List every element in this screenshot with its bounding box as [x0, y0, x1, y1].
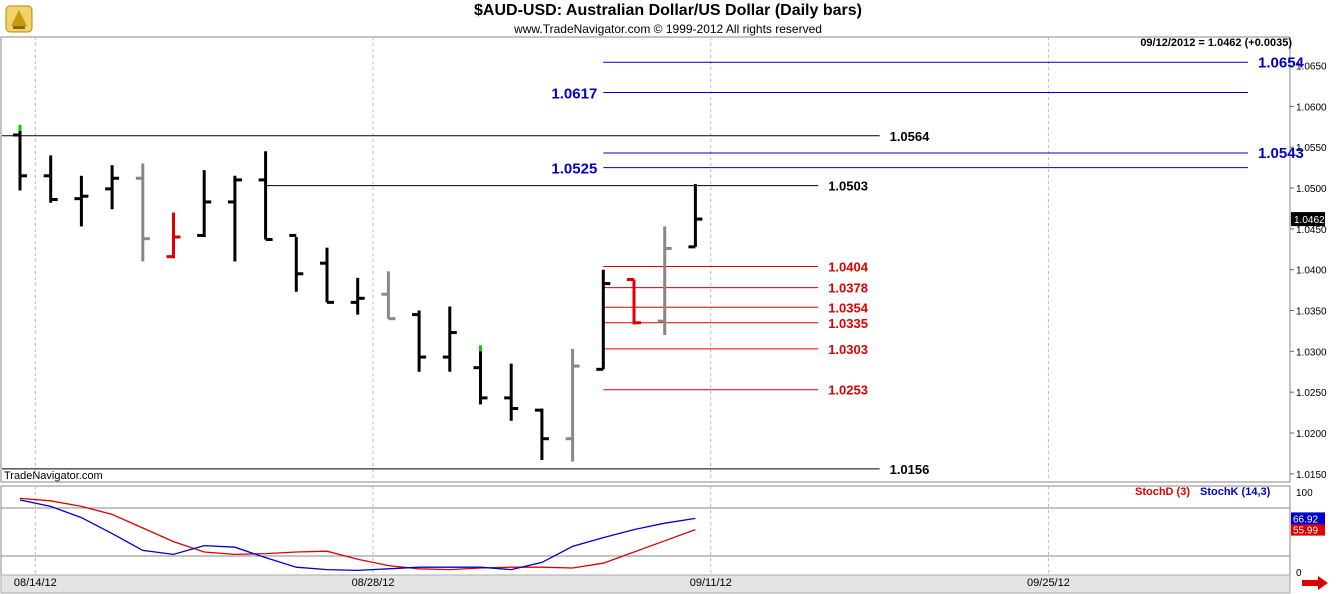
ohlc-bar — [320, 247, 334, 304]
level-label-1.0378: 1.0378 — [828, 281, 868, 296]
price-axis: 1.0650 1.0600 1.0550 1.0500 1.0450 1.0400 1.03… — [1290, 62, 1327, 481]
date-tick-label: 08/14/12 — [14, 577, 57, 589]
stoch-value-marker-1 — [1291, 512, 1325, 525]
level-label-1.0617: 1.0617 — [551, 86, 597, 103]
ohlc-bar — [227, 175, 242, 262]
stoch-value-label-1: 66.92 — [1293, 514, 1318, 525]
ohlc-bars — [13, 124, 703, 462]
stoch-tick-label: 0 — [1296, 568, 1302, 579]
level-label-1.0303: 1.0303 — [828, 342, 868, 357]
stoch-value-marker-0 — [1291, 523, 1325, 536]
stoch-panel-frame — [0, 485, 1291, 576]
price-tick-label: 1.0200 — [1296, 429, 1327, 440]
ohlc-bar — [381, 271, 396, 321]
panel-frames — [0, 36, 1291, 594]
date-axis: 08/14/12 08/28/12 09/11/12 09/25/12 — [14, 577, 1070, 589]
level-label-1.0543: 1.0543 — [1258, 145, 1304, 162]
ohlc-bar — [350, 277, 365, 315]
watermark: TradeNavigator.com — [4, 470, 103, 482]
price-tick-label: 1.0550 — [1296, 143, 1327, 154]
legend-stoch-d: StochD (3) — [1135, 486, 1190, 498]
price-tick-label: 1.0300 — [1296, 347, 1327, 358]
level-label-1.0335: 1.0335 — [828, 316, 868, 331]
date-tick-label: 08/28/12 — [352, 577, 395, 589]
current-price-marker — [1291, 212, 1325, 227]
price-readout: 09/12/2012 = 1.0462 (+0.0035) — [1140, 37, 1292, 49]
price-panel-frame — [0, 36, 1291, 483]
ohlc-bar — [657, 226, 672, 336]
ohlc-bar — [504, 363, 519, 421]
ohlc-bar — [442, 306, 457, 372]
ohlc-bar — [135, 163, 150, 262]
price-tick-label: 1.0450 — [1296, 225, 1327, 236]
scroll-right-arrow-icon[interactable] — [1300, 576, 1330, 590]
ohlc-bar — [13, 124, 27, 191]
vertical-grid — [34, 37, 1049, 575]
chart-copyright: www.TradeNavigator.com © 1999-2012 All r… — [514, 22, 822, 36]
chart-title: $AUD-USD: Australian Dollar/US Dollar (D… — [474, 2, 862, 19]
price-tick-label: 1.0400 — [1296, 266, 1327, 277]
ohlc-bar — [197, 170, 212, 238]
ohlc-bar — [412, 310, 427, 372]
ohlc-bar — [105, 165, 120, 210]
ohlc-bar — [258, 151, 273, 241]
level-label-1.0404: 1.0404 — [828, 259, 869, 274]
date-tick-label: 09/25/12 — [1027, 577, 1070, 589]
ohlc-bar — [43, 155, 58, 203]
current-price-label: 1.0462 — [1294, 215, 1325, 226]
ohlc-bar — [473, 345, 488, 405]
level-label-1.0354: 1.0354 — [828, 300, 869, 315]
level-label-1.0525: 1.0525 — [551, 161, 597, 178]
ohlc-bar — [565, 348, 580, 462]
level-label-1.0503: 1.0503 — [828, 179, 868, 194]
date-axis-strip — [0, 574, 1291, 594]
stoch-line-1 — [19, 499, 696, 572]
level-label-1.0156: 1.0156 — [890, 462, 930, 477]
legend-stoch-k: StochK (14,3) — [1200, 486, 1271, 498]
price-tick-label: 1.0600 — [1296, 102, 1327, 113]
price-tick-label: 1.0350 — [1296, 307, 1327, 318]
price-tick-label: 1.0650 — [1296, 62, 1327, 73]
ohlc-bar — [534, 408, 549, 460]
trade-navigator-logo-icon[interactable] — [4, 4, 34, 34]
stoch-value-label-0: 55.99 — [1293, 526, 1318, 537]
level-label-1.0564: 1.0564 — [890, 129, 931, 144]
stoch-tick-label: 100 — [1296, 488, 1313, 499]
ohlc-bar — [688, 183, 703, 249]
price-tick-label: 1.0500 — [1296, 184, 1327, 195]
price-tick-label: 1.0250 — [1296, 388, 1327, 399]
ohlc-bar — [166, 212, 181, 259]
level-label-1.0253: 1.0253 — [828, 383, 868, 398]
ohlc-bar — [596, 269, 611, 371]
level-label-1.0654: 1.0654 — [1258, 54, 1305, 71]
ohlc-bar — [289, 233, 304, 292]
ohlc-bar — [74, 175, 89, 227]
ohlc-bar — [627, 278, 641, 325]
stoch-line-0 — [19, 497, 696, 571]
price-levels: 1.0654 1.0617 1.0564 1.0543 1.0525 1.0503 1.04… — [2, 54, 1305, 477]
date-tick-label: 09/11/12 — [690, 577, 732, 589]
price-tick-label: 1.0150 — [1296, 470, 1327, 481]
